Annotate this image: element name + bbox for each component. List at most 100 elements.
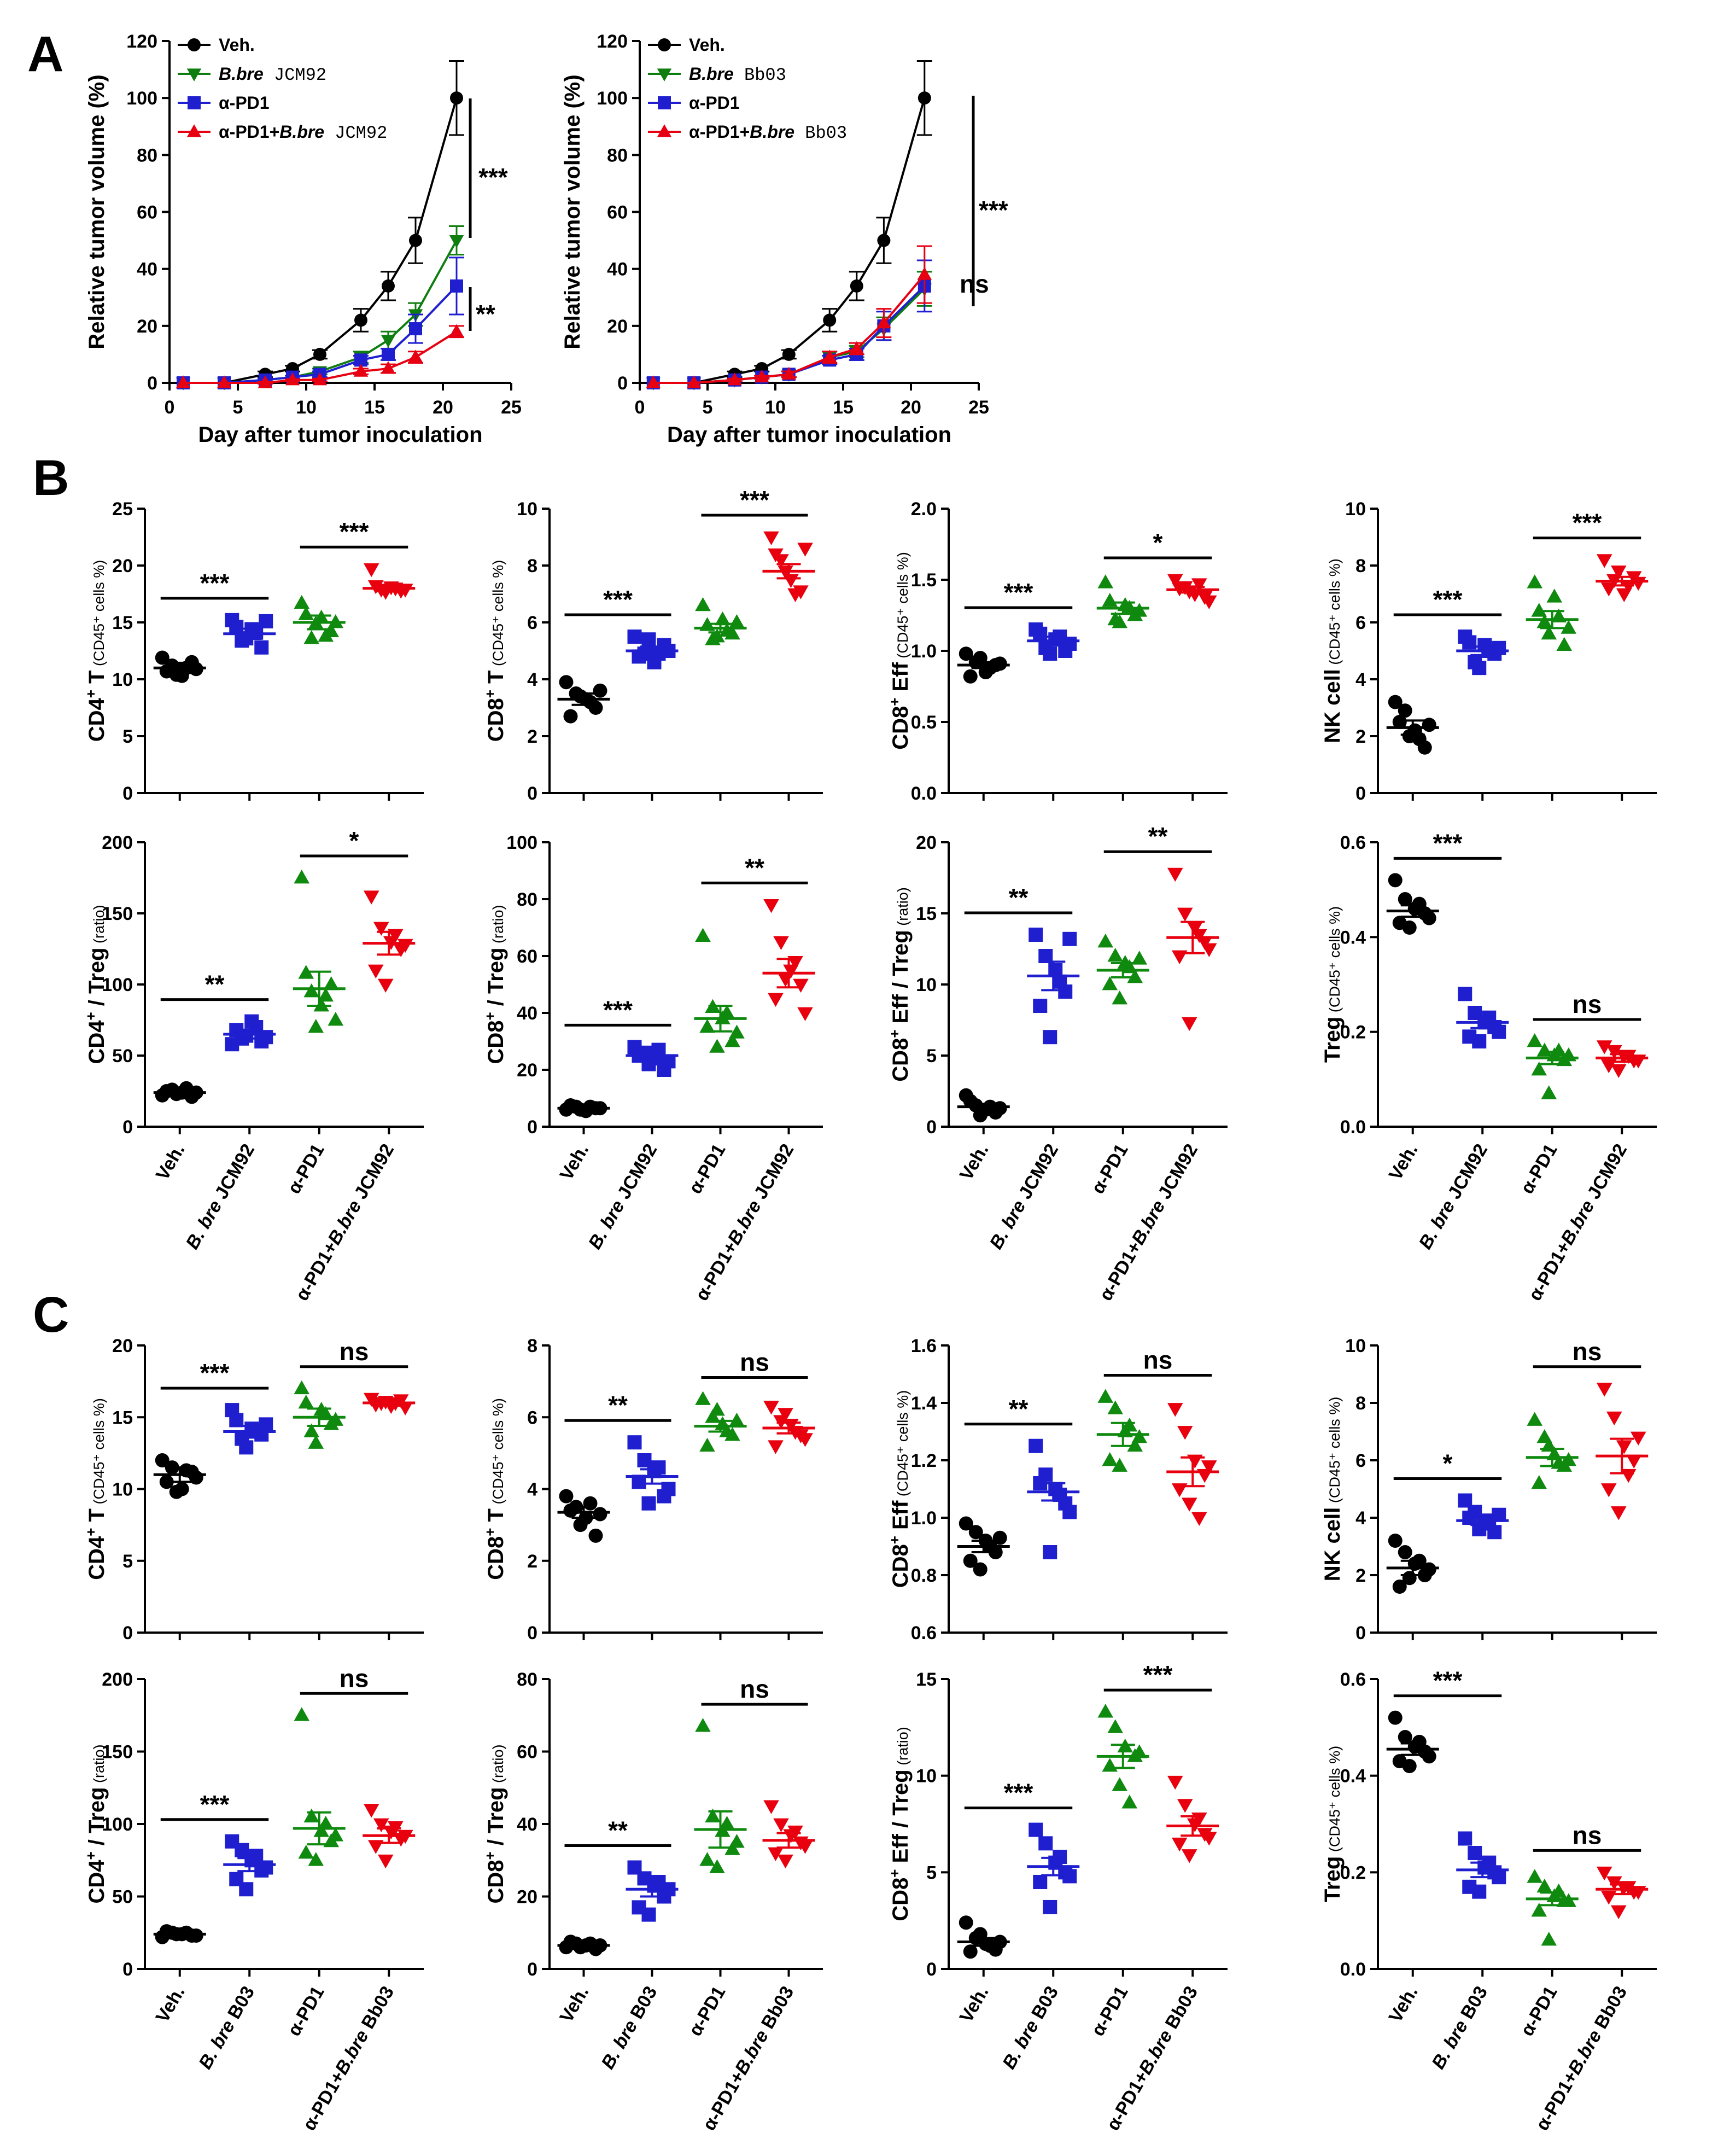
significance-label: * bbox=[349, 826, 359, 855]
data-point bbox=[155, 650, 170, 665]
y-tick-label: 0.0 bbox=[1340, 1959, 1366, 1980]
data-point bbox=[1038, 1836, 1053, 1851]
data-point bbox=[768, 993, 784, 1007]
data-point bbox=[959, 646, 973, 661]
y-axis-label: Relative tumor volume (%) bbox=[560, 74, 585, 349]
category-label: B. bre JCM92 bbox=[585, 1140, 662, 1253]
scatter-chart-C3: 0.6 0.8 1.0 1.2 1.4 1.6 CD8+ Eff (CD45⁺ cells … bbox=[886, 1336, 1228, 1644]
data-point bbox=[709, 1859, 725, 1873]
data-point bbox=[1112, 1777, 1128, 1791]
data-point bbox=[323, 976, 340, 990]
data-point bbox=[382, 347, 395, 361]
data-point bbox=[563, 709, 578, 724]
data-point bbox=[1536, 1878, 1553, 1893]
y-tick-label: 0.5 bbox=[911, 712, 937, 733]
data-point bbox=[559, 1489, 574, 1504]
legend-marker bbox=[186, 68, 202, 81]
x-axis-label: Day after tumor inoculation bbox=[198, 423, 482, 447]
y-tick-label: 100 bbox=[126, 88, 157, 109]
data-point bbox=[409, 234, 422, 247]
data-point bbox=[593, 683, 607, 698]
data-point bbox=[1201, 1460, 1217, 1475]
y-tick-label: 0 bbox=[527, 1117, 537, 1138]
data-point bbox=[1527, 574, 1543, 588]
group-2 bbox=[293, 1380, 346, 1449]
y-axis-label: CD8+ / Treg (ratio) bbox=[482, 1744, 508, 1903]
data-point bbox=[450, 279, 463, 293]
data-point bbox=[381, 361, 396, 374]
data-point bbox=[312, 372, 328, 386]
data-point bbox=[313, 998, 330, 1012]
data-point bbox=[1131, 1744, 1148, 1758]
group-2 bbox=[694, 597, 747, 645]
group-1 bbox=[223, 1834, 276, 1897]
category-label: B. bre JCM92 bbox=[1415, 1140, 1492, 1253]
data-point bbox=[298, 1395, 314, 1409]
data-point bbox=[973, 1562, 987, 1577]
category-label: Veh. bbox=[1385, 1140, 1422, 1184]
panel-letter-b: B bbox=[33, 450, 69, 506]
data-point bbox=[963, 1553, 978, 1568]
legend-label: α-PD1 bbox=[219, 93, 270, 113]
y-tick-label: 100 bbox=[506, 832, 537, 853]
significance-label: *** bbox=[1433, 1666, 1463, 1695]
scatter-chart-C2: 0 2 4 6 8 CD8+ T (CD45⁺ cells %) ** ns bbox=[482, 1336, 823, 1644]
y-tick-label: 8 bbox=[527, 1336, 537, 1356]
scatter-chart-B8: 0.0 0.2 0.4 0.6 Treg (CD45⁺ cells %) *** ns Veh… bbox=[1320, 829, 1657, 1304]
group-1 bbox=[223, 1014, 276, 1052]
data-point bbox=[699, 1852, 715, 1866]
group-0 bbox=[957, 1088, 1010, 1123]
data-point bbox=[573, 1518, 588, 1532]
data-point bbox=[294, 1707, 310, 1721]
legend-label: Veh. bbox=[219, 35, 255, 55]
data-point bbox=[1531, 603, 1547, 617]
significance-label: *** bbox=[340, 517, 369, 546]
group-1 bbox=[626, 1860, 679, 1922]
group-2 bbox=[1526, 574, 1579, 651]
data-point bbox=[1606, 1045, 1622, 1059]
data-point bbox=[763, 531, 779, 545]
y-tick-label: 5 bbox=[926, 1862, 937, 1883]
data-point bbox=[1541, 1932, 1557, 1946]
significance-label: *** bbox=[1004, 1779, 1033, 1807]
data-point bbox=[318, 628, 334, 642]
significance-label: ** bbox=[1009, 1395, 1029, 1423]
data-point bbox=[1062, 931, 1077, 946]
y-axis-label: CD8+ Eff (CD45⁺ cells %) bbox=[886, 1390, 913, 1588]
data-point bbox=[973, 1927, 987, 1942]
y-tick-label: 40 bbox=[517, 1003, 537, 1024]
data-point bbox=[1541, 1085, 1557, 1099]
y-tick-label: 10 bbox=[1345, 499, 1366, 520]
data-point bbox=[303, 983, 320, 998]
data-point bbox=[1112, 990, 1128, 1005]
y-tick-label: 1.6 bbox=[911, 1336, 937, 1356]
data-point bbox=[876, 315, 891, 329]
data-point bbox=[699, 1437, 715, 1452]
data-point bbox=[781, 366, 796, 380]
significance-label: ** bbox=[1148, 822, 1168, 850]
data-point bbox=[1398, 703, 1412, 718]
panel-letter-c: C bbox=[33, 1287, 69, 1343]
data-point bbox=[217, 375, 232, 388]
y-tick-label: 60 bbox=[517, 946, 537, 967]
data-point bbox=[709, 1402, 725, 1416]
data-point bbox=[797, 543, 813, 557]
y-tick-label: 5 bbox=[122, 726, 133, 747]
significance-label: ** bbox=[476, 300, 495, 328]
category-label: α-PD1 bbox=[1517, 1140, 1562, 1197]
data-point bbox=[1541, 625, 1557, 640]
category-label: α-PD1 bbox=[1517, 1983, 1562, 2040]
data-point bbox=[1029, 1822, 1043, 1837]
scatter-chart-B2: 0 2 4 6 8 10 CD8+ T (CD45⁺ cells %) *** *** bbox=[482, 486, 823, 804]
data-point bbox=[1600, 1059, 1617, 1074]
data-point bbox=[169, 1484, 184, 1499]
group-3 bbox=[1596, 554, 1649, 602]
group-0 bbox=[557, 1489, 610, 1543]
data-point bbox=[729, 614, 745, 628]
y-tick-label: 15 bbox=[916, 1669, 937, 1690]
group-1 bbox=[223, 613, 276, 655]
group-0 bbox=[1386, 695, 1439, 755]
data-point bbox=[354, 313, 367, 327]
y-tick-label: 0 bbox=[1355, 1623, 1366, 1644]
y-axis-label: Treg (CD45⁺ cells %) bbox=[1320, 1746, 1345, 1902]
